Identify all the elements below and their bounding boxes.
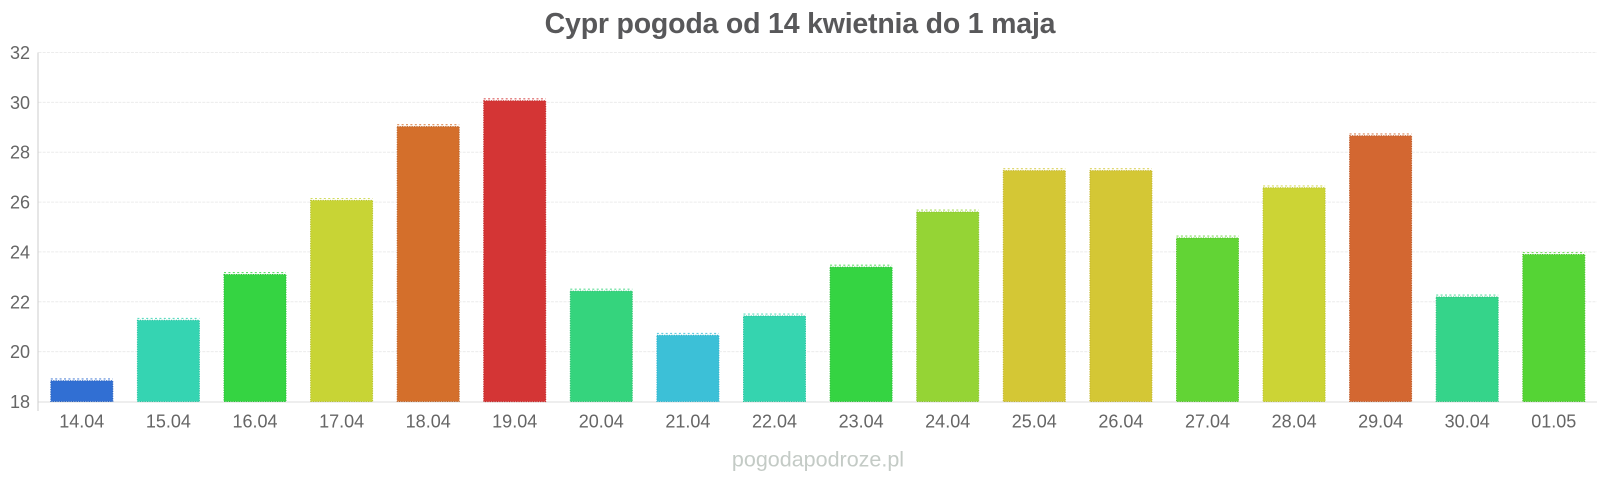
- svg-text:29.04: 29.04: [1358, 412, 1403, 432]
- svg-text:20.04: 20.04: [579, 412, 624, 432]
- svg-text:32: 32: [10, 43, 30, 63]
- svg-text:27.04: 27.04: [1185, 412, 1230, 432]
- svg-text:21.04: 21.04: [665, 412, 710, 432]
- svg-text:15.04: 15.04: [146, 412, 191, 432]
- svg-text:16.04: 16.04: [232, 412, 277, 432]
- svg-text:26: 26: [10, 193, 30, 213]
- svg-text:20: 20: [10, 342, 30, 362]
- svg-text:14.04: 14.04: [59, 412, 104, 432]
- svg-text:22: 22: [10, 292, 30, 312]
- svg-text:24: 24: [10, 242, 30, 262]
- svg-text:30: 30: [10, 93, 30, 113]
- svg-text:28: 28: [10, 143, 30, 163]
- svg-text:26.04: 26.04: [1098, 412, 1143, 432]
- svg-text:24.04: 24.04: [925, 412, 970, 432]
- svg-text:17.04: 17.04: [319, 412, 364, 432]
- svg-text:22.04: 22.04: [752, 412, 797, 432]
- svg-text:01.05: 01.05: [1531, 412, 1576, 432]
- svg-text:pogodapodroze.pl: pogodapodroze.pl: [732, 448, 904, 472]
- svg-text:18: 18: [10, 392, 30, 412]
- svg-text:18.04: 18.04: [406, 412, 451, 432]
- svg-text:28.04: 28.04: [1272, 412, 1317, 432]
- svg-text:30.04: 30.04: [1445, 412, 1490, 432]
- svg-text:23.04: 23.04: [839, 412, 884, 432]
- svg-text:Cypr pogoda od 14 kwietnia do: Cypr pogoda od 14 kwietnia do 1 maja: [545, 8, 1057, 40]
- svg-text:25.04: 25.04: [1012, 412, 1057, 432]
- svg-text:19.04: 19.04: [492, 412, 537, 432]
